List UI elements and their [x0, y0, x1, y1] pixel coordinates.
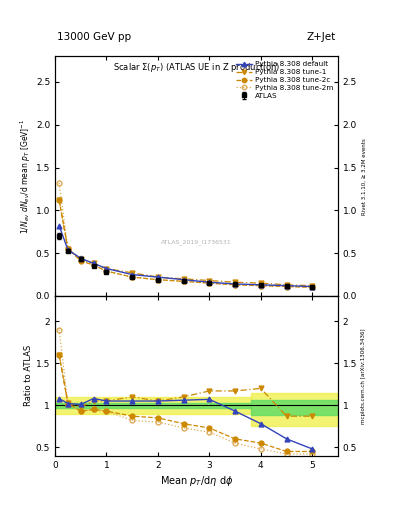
Pythia 8.308 default — [284, 283, 289, 289]
Pythia 8.308 tune-2m — [91, 262, 96, 268]
Pythia 8.308 default — [91, 260, 96, 266]
Line: Pythia 8.308 tune-2c: Pythia 8.308 tune-2c — [57, 198, 315, 290]
Pythia 8.308 tune-1 — [104, 266, 109, 272]
Pythia 8.308 default — [66, 247, 70, 253]
Pythia 8.308 tune-1 — [78, 256, 83, 262]
Pythia 8.308 tune-2m — [78, 257, 83, 263]
Pythia 8.308 default — [207, 279, 212, 285]
Line: Pythia 8.308 tune-1: Pythia 8.308 tune-1 — [57, 198, 315, 288]
Pythia 8.308 tune-1 — [259, 280, 263, 286]
Text: ATLAS_2019_I1736531: ATLAS_2019_I1736531 — [161, 239, 232, 245]
Pythia 8.308 tune-1 — [57, 197, 61, 203]
Pythia 8.308 tune-1 — [130, 270, 134, 276]
Pythia 8.308 tune-2c — [284, 284, 289, 290]
Y-axis label: mcplots.cern.ch [arXiv:1306.3436]: mcplots.cern.ch [arXiv:1306.3436] — [362, 328, 366, 423]
Pythia 8.308 default — [259, 282, 263, 288]
Y-axis label: Rivet 3.1.10, ≥ 3.2M events: Rivet 3.1.10, ≥ 3.2M events — [362, 138, 366, 215]
Pythia 8.308 tune-2m — [104, 268, 109, 274]
Pythia 8.308 tune-2c — [104, 268, 109, 274]
X-axis label: Mean $p_T$/d$\eta$ d$\phi$: Mean $p_T$/d$\eta$ d$\phi$ — [160, 474, 233, 488]
Pythia 8.308 tune-2m — [130, 274, 134, 280]
Y-axis label: Ratio to ATLAS: Ratio to ATLAS — [24, 345, 33, 407]
Pythia 8.308 tune-2c — [207, 280, 212, 286]
Pythia 8.308 tune-2c — [259, 283, 263, 289]
Pythia 8.308 tune-1 — [91, 260, 96, 266]
Pythia 8.308 tune-2m — [259, 283, 263, 289]
Line: Pythia 8.308 tune-2m: Pythia 8.308 tune-2m — [57, 181, 315, 290]
Line: Pythia 8.308 default: Pythia 8.308 default — [57, 223, 315, 289]
Pythia 8.308 tune-2m — [284, 284, 289, 290]
Pythia 8.308 tune-2c — [57, 197, 61, 203]
Pythia 8.308 default — [57, 223, 61, 229]
Y-axis label: $1/N_{ev}$ $dN_{ev}$/d mean $p_T$ [GeV]$^{-1}$: $1/N_{ev}$ $dN_{ev}$/d mean $p_T$ [GeV]$… — [18, 118, 33, 234]
Pythia 8.308 tune-2c — [156, 276, 160, 283]
Pythia 8.308 tune-2m — [156, 276, 160, 283]
Pythia 8.308 default — [78, 255, 83, 261]
Legend: Pythia 8.308 default, Pythia 8.308 tune-1, Pythia 8.308 tune-2c, Pythia 8.308 tu: Pythia 8.308 default, Pythia 8.308 tune-… — [234, 60, 334, 100]
Pythia 8.308 tune-2m — [181, 279, 186, 285]
Pythia 8.308 tune-1 — [156, 274, 160, 280]
Pythia 8.308 tune-1 — [207, 278, 212, 284]
Pythia 8.308 default — [156, 274, 160, 280]
Pythia 8.308 default — [181, 276, 186, 283]
Pythia 8.308 default — [130, 271, 134, 278]
Pythia 8.308 tune-1 — [310, 283, 315, 289]
Pythia 8.308 tune-2c — [181, 279, 186, 285]
Pythia 8.308 default — [233, 281, 237, 287]
Text: Z+Jet: Z+Jet — [307, 32, 336, 42]
Pythia 8.308 tune-2c — [91, 262, 96, 268]
Pythia 8.308 tune-2c — [130, 274, 134, 280]
Text: 13000 GeV pp: 13000 GeV pp — [57, 32, 131, 42]
Pythia 8.308 tune-2c — [66, 246, 70, 252]
Pythia 8.308 tune-1 — [181, 276, 186, 282]
Pythia 8.308 default — [310, 284, 315, 290]
Pythia 8.308 tune-2m — [207, 280, 212, 286]
Pythia 8.308 tune-2m — [233, 282, 237, 288]
Pythia 8.308 tune-2c — [310, 284, 315, 290]
Pythia 8.308 tune-2c — [233, 282, 237, 288]
Text: Scalar $\Sigma(p_T)$ (ATLAS UE in Z production): Scalar $\Sigma(p_T)$ (ATLAS UE in Z prod… — [113, 61, 280, 74]
Pythia 8.308 tune-2m — [57, 180, 61, 186]
Pythia 8.308 tune-2c — [78, 258, 83, 264]
Pythia 8.308 tune-1 — [284, 282, 289, 288]
Pythia 8.308 tune-2m — [310, 284, 315, 290]
Pythia 8.308 tune-2m — [66, 246, 70, 252]
Pythia 8.308 tune-1 — [66, 246, 70, 252]
Pythia 8.308 tune-1 — [233, 279, 237, 285]
Pythia 8.308 default — [104, 266, 109, 272]
